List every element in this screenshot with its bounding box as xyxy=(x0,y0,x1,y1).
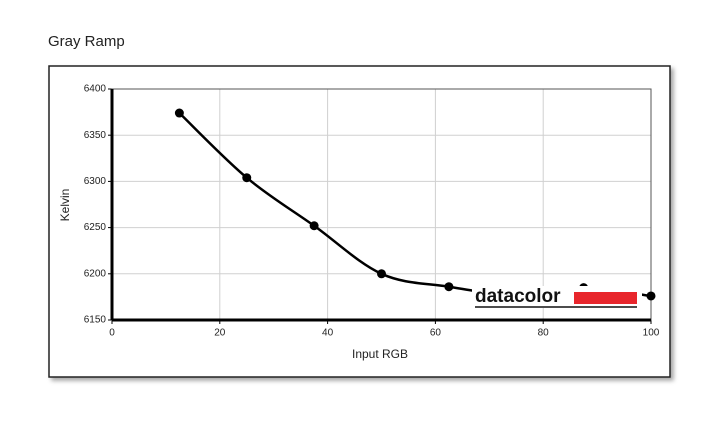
data-point xyxy=(646,291,656,301)
x-tick-label: 80 xyxy=(538,328,550,339)
data-point xyxy=(242,173,252,183)
y-tick-label: 6200 xyxy=(84,268,107,279)
x-tick-label: 0 xyxy=(109,328,115,339)
x-tick-label: 100 xyxy=(643,328,660,339)
y-tick-label: 6150 xyxy=(84,315,107,326)
data-point xyxy=(377,269,386,279)
x-tick-label: 20 xyxy=(214,328,226,339)
data-point xyxy=(174,108,184,118)
y-tick-label: 6400 xyxy=(84,84,107,95)
y-tick-label: 6350 xyxy=(84,130,107,141)
chart-title: Gray Ramp xyxy=(48,33,125,50)
y-tick-label: 6300 xyxy=(84,176,107,187)
watermark-bar xyxy=(574,292,637,304)
x-tick-label: 40 xyxy=(322,328,334,339)
data-point xyxy=(444,282,454,292)
data-point xyxy=(309,221,319,231)
x-axis-label: Input RGB xyxy=(352,347,408,361)
y-axis-label: Kelvin xyxy=(58,189,72,222)
chart-frame xyxy=(48,65,671,378)
x-tick-label: 60 xyxy=(430,328,442,339)
y-tick-label: 6250 xyxy=(84,222,107,233)
watermark: datacolor xyxy=(475,286,561,307)
